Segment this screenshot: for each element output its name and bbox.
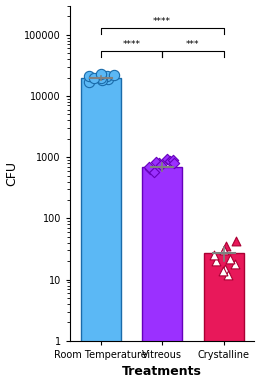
X-axis label: Treatments: Treatments: [122, 366, 202, 379]
Point: [106, 76, 110, 82]
Point: [221, 268, 225, 274]
Point: [226, 272, 230, 278]
Point: [171, 157, 175, 163]
Point: [212, 252, 216, 258]
Point: [157, 161, 161, 167]
Point: [222, 247, 226, 253]
Point: [99, 74, 103, 81]
Point: [233, 261, 237, 267]
Point: [147, 164, 151, 170]
Point: [154, 159, 159, 166]
Point: [168, 158, 172, 164]
Text: ****: ****: [122, 40, 140, 49]
Point: [228, 256, 232, 262]
Point: [165, 156, 169, 162]
Point: [148, 166, 153, 172]
Bar: [81, 78, 121, 384]
Bar: [142, 167, 182, 384]
Bar: [204, 253, 244, 384]
Point: [224, 243, 229, 249]
Point: [100, 76, 104, 83]
Y-axis label: CFU: CFU: [5, 161, 18, 186]
Point: [105, 73, 109, 79]
Point: [87, 73, 91, 79]
Text: ***: ***: [186, 40, 200, 49]
Point: [92, 75, 96, 81]
Text: ****: ****: [153, 17, 171, 26]
Point: [87, 79, 91, 85]
Point: [112, 72, 116, 78]
Point: [99, 71, 103, 78]
Point: [223, 266, 227, 272]
Point: [159, 162, 163, 168]
Point: [172, 160, 176, 166]
Point: [234, 238, 238, 245]
Point: [152, 169, 157, 175]
Point: [214, 258, 218, 264]
Point: [97, 74, 101, 80]
